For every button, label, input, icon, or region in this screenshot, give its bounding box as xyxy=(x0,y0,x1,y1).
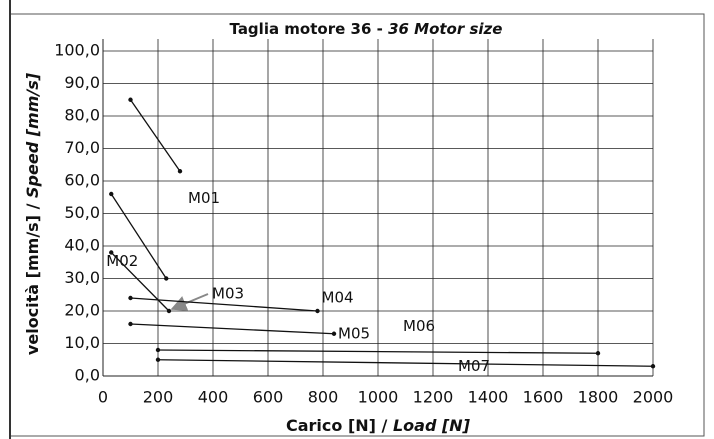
y-tick-label: 30,0 xyxy=(64,268,100,287)
point xyxy=(164,276,169,281)
x-tick-label: 200 xyxy=(143,388,174,407)
x-tick-label: 2000 xyxy=(633,388,674,407)
x-tick-label: 1600 xyxy=(523,388,564,407)
y-label-en: Speed [mm/s] xyxy=(23,72,42,198)
series-line xyxy=(130,323,335,335)
point xyxy=(128,295,133,301)
series-line xyxy=(130,297,318,312)
x-tick-label: 400 xyxy=(198,388,229,407)
series-label: M06 xyxy=(403,317,435,335)
y-tick-label: 60,0 xyxy=(64,171,100,190)
y-tick-label: 10,0 xyxy=(64,333,100,352)
y-tick-label: 0,0 xyxy=(75,366,100,385)
point xyxy=(128,97,133,102)
title-en: 36 Motor size xyxy=(388,20,502,38)
x-label-en: Load [N] xyxy=(393,416,471,435)
x-tick-label: 1400 xyxy=(468,388,509,407)
y-tick-label: 80,0 xyxy=(64,106,100,125)
series-line xyxy=(110,252,170,312)
title-it: Taglia motore 36 - xyxy=(230,20,383,38)
y-tick-label: 90,0 xyxy=(64,73,100,92)
y-tick-label: 50,0 xyxy=(64,203,100,222)
point xyxy=(315,308,320,314)
series-line xyxy=(157,359,654,367)
x-tick-label: 1000 xyxy=(358,388,399,407)
series-line xyxy=(129,99,181,172)
frame xyxy=(9,13,705,437)
point xyxy=(177,169,183,174)
y-axis-label: velocità [mm/s] / Speed [mm/s] xyxy=(23,72,42,355)
point xyxy=(155,357,161,362)
point xyxy=(155,347,161,353)
chart-title: Taglia motore 36 - 36 Motor size xyxy=(230,20,503,38)
point xyxy=(650,364,656,369)
x-axis-label: Carico [N] / Load [N] xyxy=(286,416,471,435)
point xyxy=(166,308,172,314)
point xyxy=(109,191,114,197)
point xyxy=(128,321,133,327)
y-tick-label: 100,0 xyxy=(54,41,100,60)
x-label-it: Carico [N] / xyxy=(286,416,388,435)
series-label: M04 xyxy=(322,289,354,307)
series-line xyxy=(110,193,167,279)
point xyxy=(331,331,337,336)
y-tick-label: 20,0 xyxy=(64,301,100,320)
series-label: M05 xyxy=(338,324,370,342)
x-tick-label: 0 xyxy=(98,388,108,407)
series-line xyxy=(157,349,599,354)
x-tick-label: 800 xyxy=(308,388,339,407)
y-tick-label: 70,0 xyxy=(64,138,100,157)
x-tick-label: 600 xyxy=(253,388,284,407)
point xyxy=(109,250,114,255)
series-label: M03 xyxy=(212,285,244,303)
y-label-it: velocità [mm/s] / xyxy=(23,203,42,355)
x-tick-label: 1200 xyxy=(413,388,454,407)
series-label: M01 xyxy=(188,189,220,207)
x-tick-label: 1800 xyxy=(578,388,619,407)
series-label: M07 xyxy=(458,357,490,375)
y-tick-label: 40,0 xyxy=(64,236,100,255)
series-label: M02 xyxy=(106,252,138,270)
point xyxy=(595,351,601,356)
